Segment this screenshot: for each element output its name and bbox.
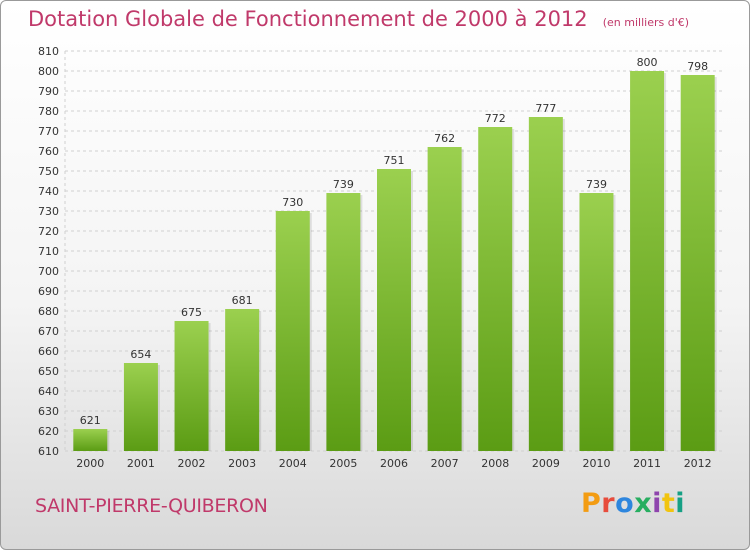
y-tick-label: 630	[38, 405, 59, 418]
y-tick-label: 620	[38, 425, 59, 438]
y-tick-label: 760	[38, 145, 59, 158]
x-tick-label: 2001	[127, 457, 155, 470]
bar	[225, 309, 260, 451]
chart-title-block: Dotation Globale de Fonctionnement de 20…	[28, 7, 689, 31]
logo-letter: t	[661, 488, 676, 519]
bar-value-label: 800	[637, 56, 658, 69]
bar-value-label: 730	[282, 196, 303, 209]
y-tick-label: 770	[38, 125, 59, 138]
y-tick-label: 680	[38, 305, 59, 318]
logo-letter: x	[634, 488, 653, 519]
bar-value-label: 777	[535, 102, 556, 115]
bar	[174, 321, 209, 451]
bar	[377, 169, 411, 451]
x-tick-label: 2005	[329, 457, 357, 470]
y-tick-label: 800	[38, 65, 59, 78]
y-tick-label: 730	[38, 205, 59, 218]
bar-value-label: 751	[384, 154, 405, 167]
bar	[630, 71, 665, 451]
x-tick-label: 2002	[178, 457, 206, 470]
x-axis-labels: 2000 2001 2002 2003 2004 2005 2006 2007 2008 2009…	[76, 457, 711, 470]
y-axis: 610 620 630 640 650 660 670 680 690 700 710 720 730 7…	[38, 45, 59, 458]
bar	[427, 147, 462, 451]
bar-value-label: 654	[130, 348, 151, 361]
bar	[123, 363, 158, 451]
y-tick-label: 610	[38, 445, 59, 458]
x-tick-label: 2004	[279, 457, 307, 470]
y-tick-label: 700	[38, 265, 59, 278]
bar	[275, 211, 310, 451]
bar-value-label: 798	[687, 60, 708, 73]
logo-letter: i	[675, 488, 686, 519]
y-tick-label: 690	[38, 285, 59, 298]
y-tick-label: 670	[38, 325, 59, 338]
y-tick-label: 640	[38, 385, 59, 398]
x-tick-label: 2006	[380, 457, 408, 470]
bar-value-label: 739	[586, 178, 607, 191]
proxiti-logo: Proxiti	[581, 488, 685, 519]
bar-value-label: 675	[181, 306, 202, 319]
y-tick-label: 780	[38, 105, 59, 118]
x-tick-label: 2009	[532, 457, 560, 470]
bar	[680, 75, 715, 451]
y-tick-label: 790	[38, 85, 59, 98]
bar	[528, 117, 563, 451]
x-tick-label: 2007	[431, 457, 459, 470]
logo-letter: r	[601, 488, 616, 519]
bar	[579, 193, 614, 451]
x-tick-label: 2000	[76, 457, 104, 470]
y-tick-label: 750	[38, 165, 59, 178]
bar-value-label: 762	[434, 132, 455, 145]
bar	[73, 429, 108, 451]
y-tick-label: 740	[38, 185, 59, 198]
x-tick-label: 2008	[481, 457, 509, 470]
bar-value-label: 681	[232, 294, 253, 307]
y-tick-label: 720	[38, 225, 59, 238]
bar	[326, 193, 361, 451]
logo-letter: o	[615, 488, 635, 519]
x-tick-label: 2003	[228, 457, 256, 470]
bar-value-label: 772	[485, 112, 506, 125]
bar-value-label: 621	[80, 414, 101, 427]
x-tick-label: 2011	[633, 457, 661, 470]
value-labels: 621 654 675 681 730 739 751 762 772 777 739 800 798	[80, 56, 708, 427]
bar-value-label: 739	[333, 178, 354, 191]
logo-letter: P	[581, 488, 602, 519]
y-tick-label: 660	[38, 345, 59, 358]
commune-name: SAINT-PIERRE-QUIBERON	[35, 495, 268, 517]
y-tick-label: 710	[38, 245, 59, 258]
x-tick-label: 2012	[684, 457, 712, 470]
x-tick-label: 2010	[582, 457, 610, 470]
chart-unit: (en milliers d'€)	[602, 16, 690, 29]
chart-title: Dotation Globale de Fonctionnement de 20…	[28, 7, 588, 31]
y-tick-label: 810	[38, 45, 59, 58]
logo-letter: i	[652, 488, 662, 519]
y-tick-label: 650	[38, 365, 59, 378]
bars	[73, 71, 717, 451]
bar	[478, 127, 513, 451]
